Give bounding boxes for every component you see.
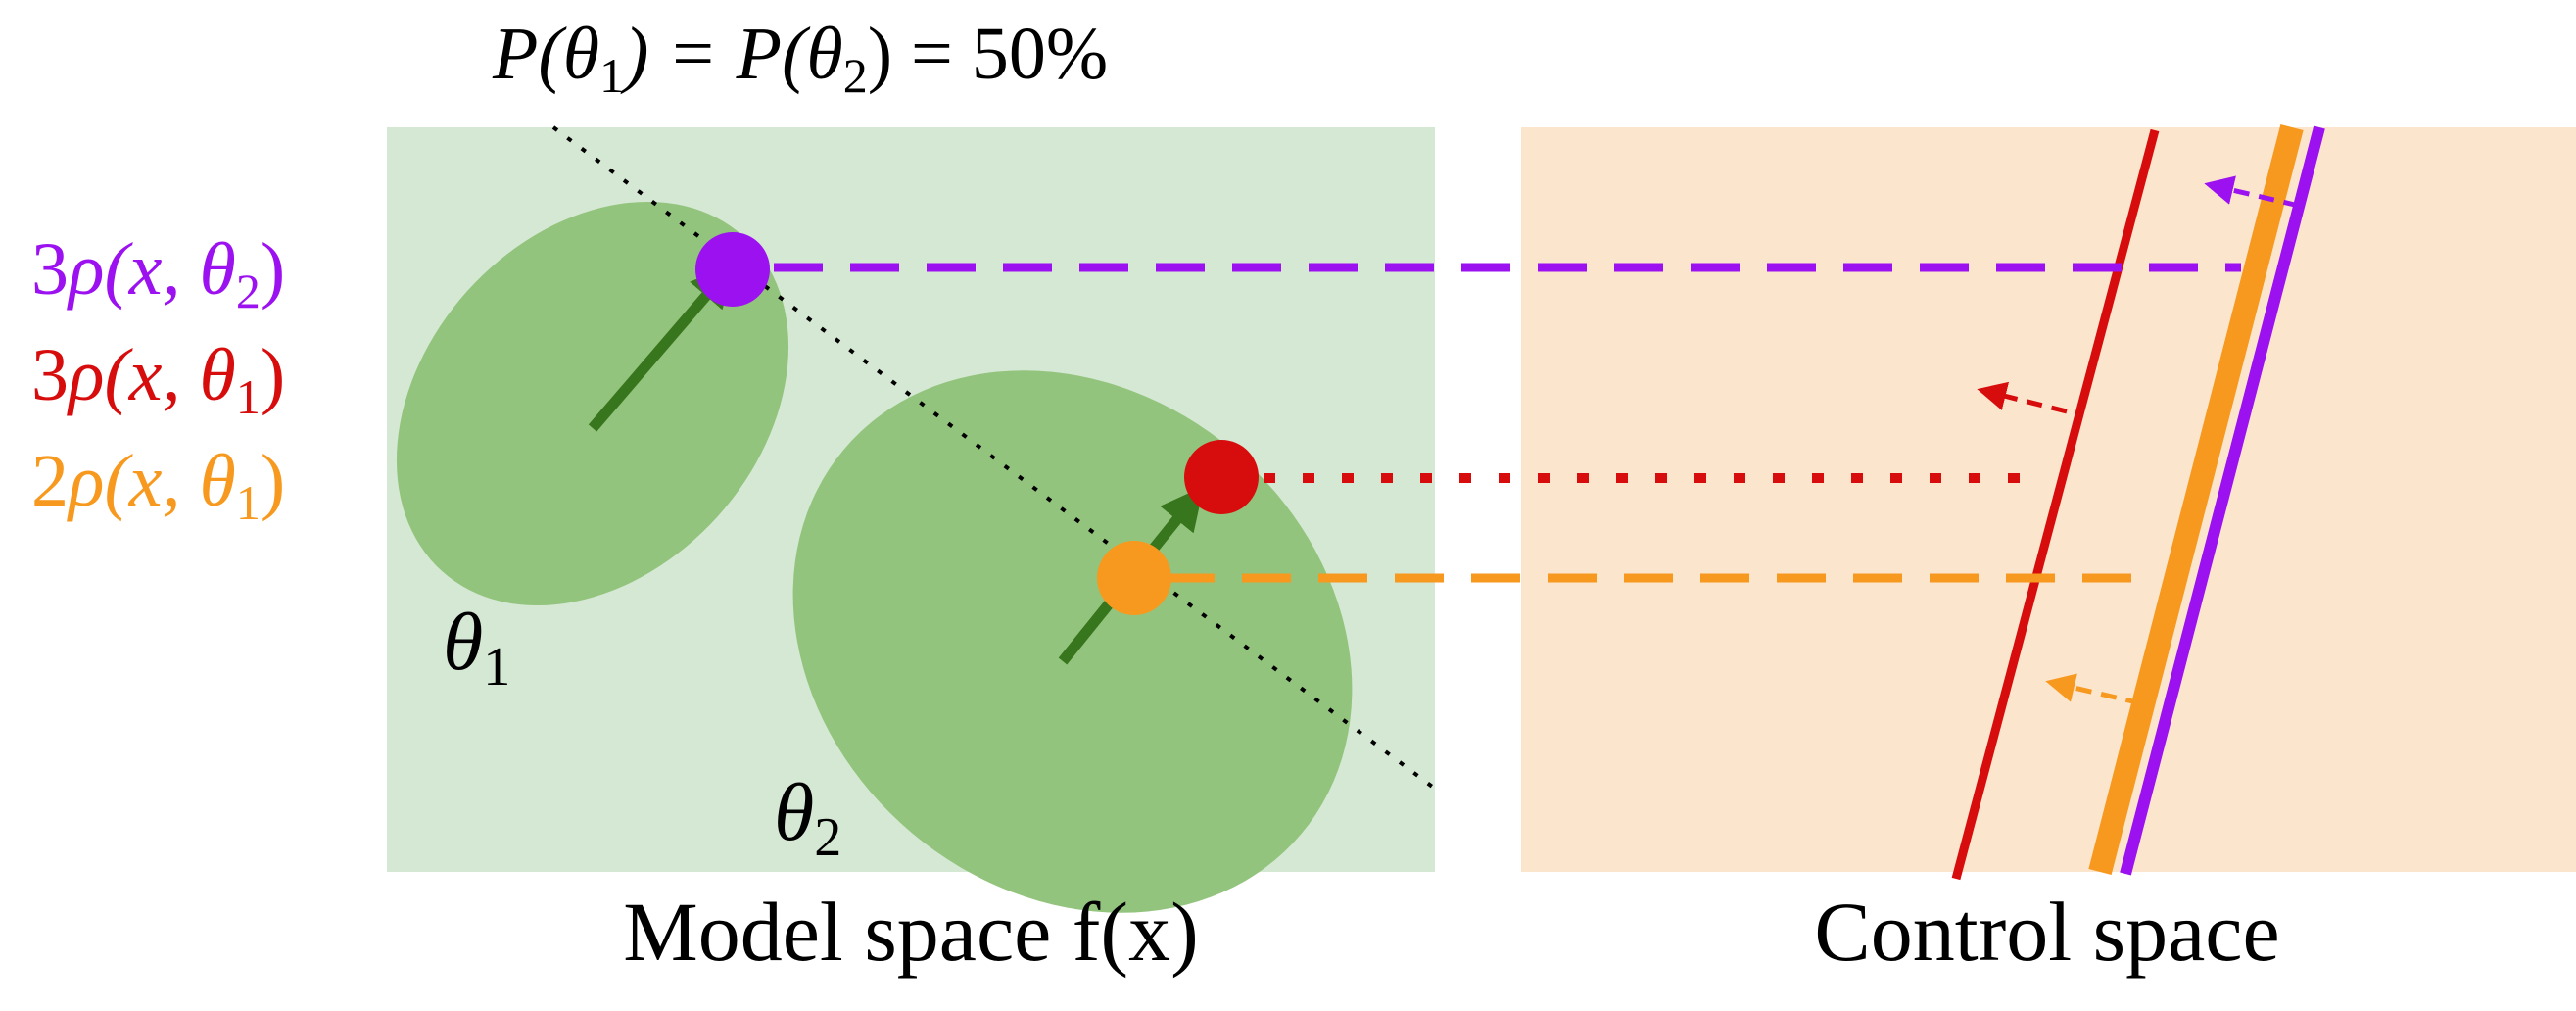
model-space-caption: Model space f(x) [623,885,1198,979]
boundary-orange [2088,124,2304,875]
point-purple [695,232,770,307]
shift-arrow-purple [2204,175,2300,209]
boundary-purple [2120,125,2325,876]
theta1-label: θ1 [443,597,510,698]
legend-item: 2ρ(x, θ1) [31,440,285,530]
control-space-panel [1521,124,2576,881]
control-space-background [1521,127,2576,872]
point-red [1184,440,1259,514]
decision-boundary [551,125,1437,791]
shift-arrow-orange [2045,673,2142,706]
control-space-caption: Control space [1814,885,2279,979]
point-orange [1097,541,1171,615]
legend-item: 3ρ(x, θ2) [31,228,285,318]
shift-arrow-red [1977,381,2068,414]
model-space-panel: θ1 θ2 [387,125,1437,913]
theta2-label: θ2 [774,767,841,868]
theta1-update-arrow [588,263,735,432]
diagram-title: P(θ1) = P(θ2) = 50% [492,13,1108,103]
legend: 3ρ(x, θ2) 3ρ(x, θ1) 2ρ(x, θ1) [31,228,285,530]
boundary-red [1951,128,2160,881]
legend-item: 3ρ(x, θ1) [31,334,285,424]
